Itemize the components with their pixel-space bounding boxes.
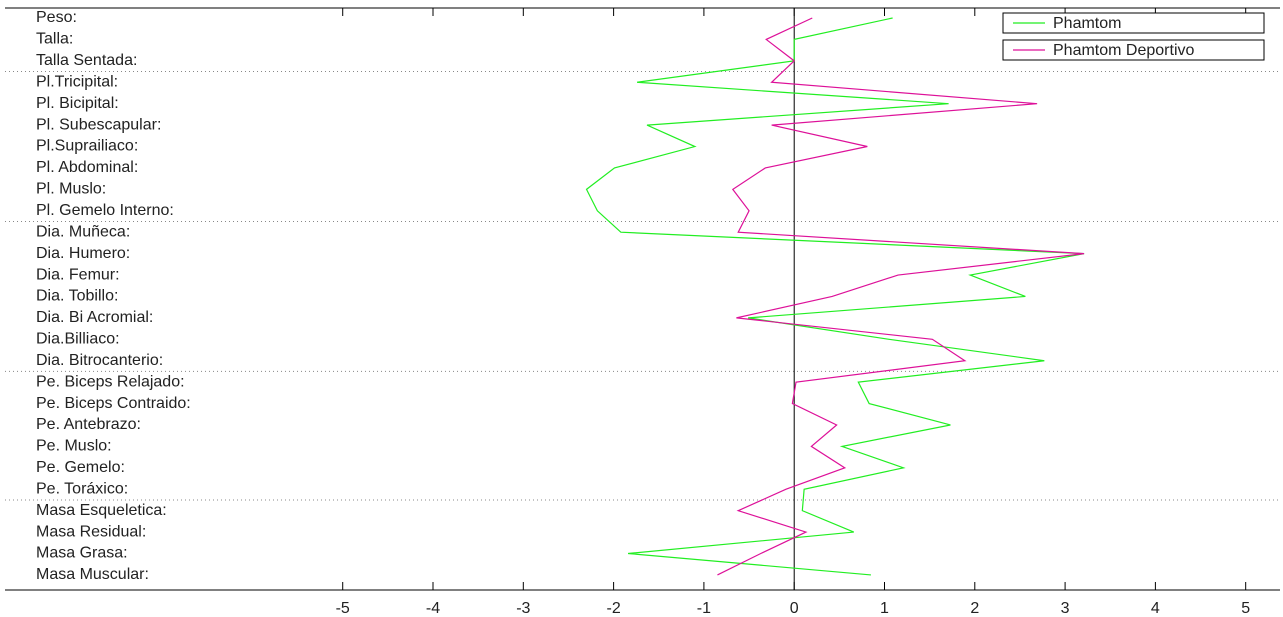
x-tick-label: 0 bbox=[790, 600, 799, 617]
category-label: Dia. Humero: bbox=[36, 245, 130, 262]
category-label: Pe. Biceps Relajado: bbox=[36, 373, 185, 390]
category-label: Peso: bbox=[36, 9, 77, 26]
series-line bbox=[717, 17, 1085, 576]
category-label: Pl. Muslo: bbox=[36, 181, 106, 198]
x-tick-label: -4 bbox=[426, 600, 440, 617]
category-label: Dia. Muñeca: bbox=[36, 223, 130, 240]
category-label: Pl. Bicipital: bbox=[36, 95, 119, 112]
category-label: Dia. Tobillo: bbox=[36, 288, 118, 305]
legend-box bbox=[1002, 39, 1265, 61]
x-tick-label: 5 bbox=[1241, 600, 1250, 617]
x-tick-label: -1 bbox=[697, 600, 711, 617]
category-label: Talla: bbox=[36, 31, 73, 48]
x-tick-label: -3 bbox=[516, 600, 530, 617]
category-label: Masa Muscular: bbox=[36, 566, 149, 583]
legend-box bbox=[1002, 12, 1265, 34]
x-tick-label: 2 bbox=[970, 600, 979, 617]
x-tick-label: 1 bbox=[880, 600, 889, 617]
category-label: Pl.Suprailiaco: bbox=[36, 138, 138, 155]
x-tick-label: -2 bbox=[606, 600, 620, 617]
category-label: Masa Residual: bbox=[36, 523, 146, 540]
category-label: Pe. Gemelo: bbox=[36, 459, 125, 476]
x-tick-label: 3 bbox=[1061, 600, 1070, 617]
category-label: Dia.Billiaco: bbox=[36, 331, 120, 348]
category-label: Pe. Toráxico: bbox=[36, 480, 128, 497]
category-label: Dia. Bi Acromial: bbox=[36, 309, 153, 326]
category-label: Masa Grasa: bbox=[36, 545, 128, 562]
category-label: Pl. Subescapular: bbox=[36, 116, 161, 133]
category-label: Pe. Antebrazo: bbox=[36, 416, 141, 433]
legend-label: Phamtom bbox=[1053, 15, 1121, 32]
category-label: Masa Esqueletica: bbox=[36, 502, 167, 519]
category-label: Pl. Gemelo Interno: bbox=[36, 202, 174, 219]
category-label: Pl.Tricipital: bbox=[36, 73, 118, 90]
category-label: Pl. Abdominal: bbox=[36, 159, 138, 176]
category-label: Pe. Biceps Contraido: bbox=[36, 395, 191, 412]
series-line bbox=[585, 17, 1085, 576]
x-tick-label: 4 bbox=[1151, 600, 1160, 617]
x-tick-label: -5 bbox=[336, 600, 350, 617]
legend-label: Phamtom Deportivo bbox=[1053, 42, 1194, 59]
category-label: Dia. Femur: bbox=[36, 266, 120, 283]
category-label: Talla Sentada: bbox=[36, 52, 137, 69]
category-label: Dia. Bitrocanterio: bbox=[36, 352, 163, 369]
category-label: Pe. Muslo: bbox=[36, 438, 112, 455]
